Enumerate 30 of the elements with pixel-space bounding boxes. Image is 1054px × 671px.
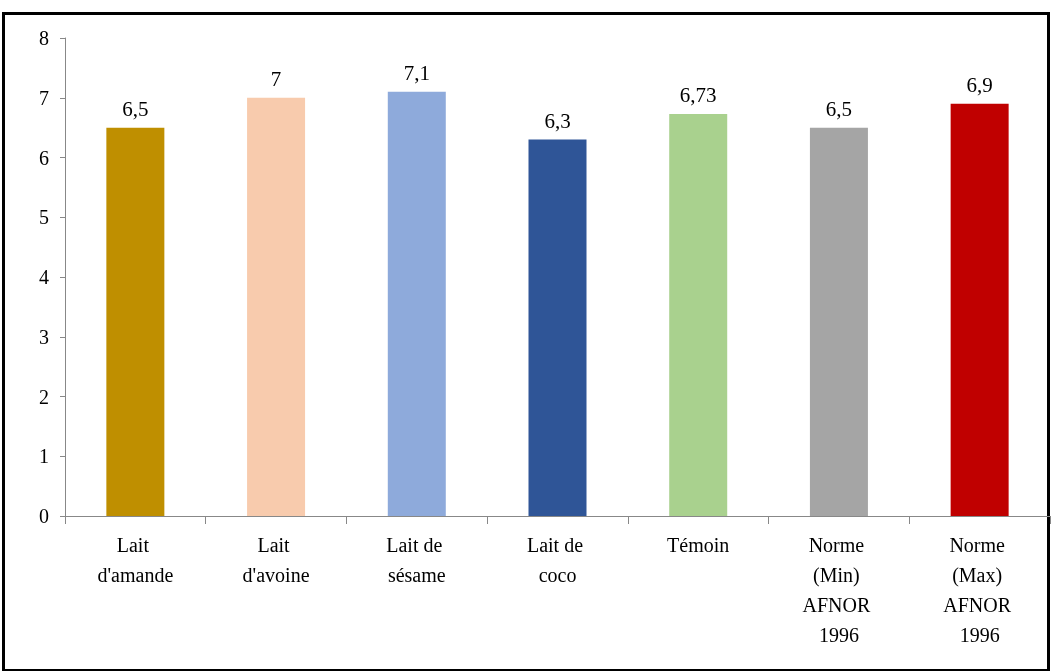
y-tick-label: 2 bbox=[39, 385, 49, 408]
y-tick-label: 6 bbox=[39, 146, 49, 169]
bar bbox=[669, 113, 728, 516]
y-tick-label: 7 bbox=[39, 86, 49, 109]
bar bbox=[528, 139, 587, 516]
y-tick-label: 1 bbox=[39, 445, 49, 468]
y-tick-label: 3 bbox=[39, 325, 49, 348]
data-label: 7,1 bbox=[403, 61, 430, 86]
x-tick-label: Témoin bbox=[667, 534, 730, 556]
x-tick-label: Norme (Max) AFNOR 1996 bbox=[943, 534, 1017, 646]
data-label: 6,9 bbox=[966, 73, 993, 98]
y-tick-label: 4 bbox=[39, 266, 49, 288]
y-tick-label: 8 bbox=[39, 27, 49, 49]
x-tick-label: Norme (Min) AFNOR 1996 bbox=[802, 534, 876, 646]
x-tick-label: Lait d'amande bbox=[97, 534, 174, 586]
y-tick-label: 5 bbox=[39, 206, 49, 229]
x-tick-label: Lait de sésame bbox=[386, 534, 448, 586]
x-tick-label: Lait d'avoine bbox=[242, 534, 310, 586]
data-label: 6,3 bbox=[544, 109, 571, 134]
data-label: 7 bbox=[270, 67, 282, 92]
bar bbox=[387, 91, 446, 516]
x-tick-label: Lait de coco bbox=[526, 534, 589, 586]
data-label: 6,5 bbox=[122, 97, 149, 122]
bar bbox=[809, 127, 868, 516]
data-label: 6,73 bbox=[679, 83, 717, 108]
data-label: 6,5 bbox=[825, 97, 853, 122]
bar bbox=[247, 97, 306, 516]
y-tick-label: 0 bbox=[39, 505, 49, 527]
bar bbox=[950, 103, 1009, 516]
bar bbox=[106, 127, 165, 516]
